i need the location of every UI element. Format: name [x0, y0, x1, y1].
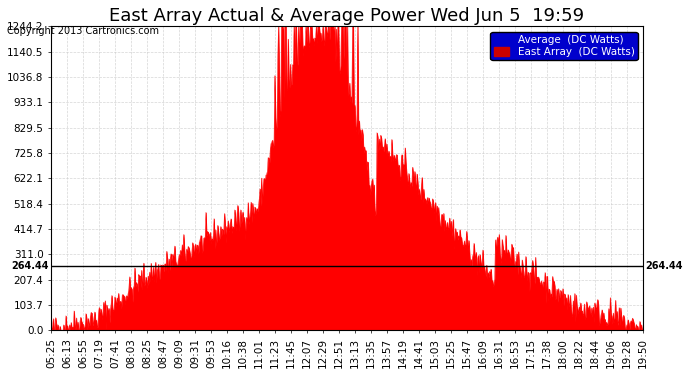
- Text: 264.44: 264.44: [646, 261, 683, 271]
- Text: Copyright 2013 Cartronics.com: Copyright 2013 Cartronics.com: [7, 26, 159, 36]
- Legend: Average  (DC Watts), East Array  (DC Watts): Average (DC Watts), East Array (DC Watts…: [491, 32, 638, 60]
- Text: 264.44: 264.44: [11, 261, 48, 271]
- Title: East Array Actual & Average Power Wed Jun 5  19:59: East Array Actual & Average Power Wed Ju…: [110, 7, 584, 25]
